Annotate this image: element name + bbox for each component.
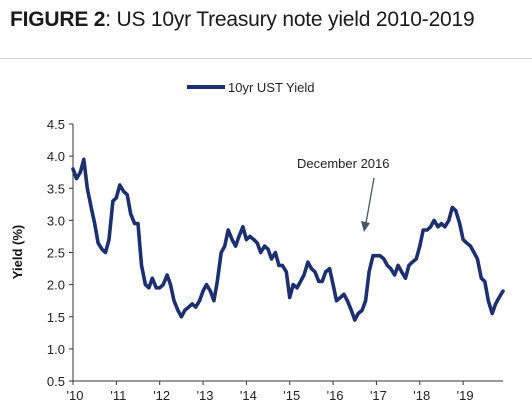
y-tick-label: 0.5 xyxy=(47,374,65,389)
figure-title: FIGURE 2: US 10yr Treasury note yield 20… xyxy=(10,8,475,32)
series-layer xyxy=(71,157,505,322)
x-tick-label: '14 xyxy=(240,388,257,403)
x-tick-label: '13 xyxy=(197,388,214,403)
plot-area xyxy=(72,124,503,382)
y-tick-label: 2.5 xyxy=(47,246,65,261)
title-divider xyxy=(0,58,532,59)
annotation-text: December 2016 xyxy=(297,156,390,171)
x-tick-label: '15 xyxy=(283,388,300,403)
y-axis-title: Yield (%) xyxy=(10,225,25,279)
x-tick-label: '12 xyxy=(153,388,170,403)
y-tick-label: 4.0 xyxy=(47,149,65,164)
x-tick-label: '10 xyxy=(67,388,84,403)
x-tick-label: '17 xyxy=(370,388,387,403)
x-tick-label: '19 xyxy=(457,388,474,403)
figure-title-text: : US 10yr Treasury note yield 2010-2019 xyxy=(105,8,475,31)
x-tick-label: '18 xyxy=(413,388,430,403)
x-tick-label: '16 xyxy=(327,388,344,403)
annotation-arrowhead xyxy=(361,221,370,232)
x-tick-label: '11 xyxy=(110,388,126,403)
y-tick-label: 1.5 xyxy=(47,310,65,325)
y-tick-label: 4.5 xyxy=(47,117,65,132)
y-tick-label: 2.0 xyxy=(47,278,65,293)
figure-label: FIGURE 2 xyxy=(10,8,106,31)
y-tick-label: 1.0 xyxy=(47,342,65,357)
y-tick-label: 3.5 xyxy=(47,181,65,196)
series-line-10yr-ust-yield xyxy=(71,157,505,322)
legend-label: 10yr UST Yield xyxy=(228,80,314,95)
y-tick-label: 3.0 xyxy=(47,213,65,228)
axis-ticks: 0.5 1.0 1.5 2.0 2.5 3.0 3.5 4.0 4.5 '10 '11 '12 '13 '… xyxy=(47,117,474,403)
annotation: December 2016 xyxy=(297,156,390,232)
legend: 10yr UST Yield xyxy=(187,80,314,95)
annotation-arrow-shaft xyxy=(365,177,375,224)
